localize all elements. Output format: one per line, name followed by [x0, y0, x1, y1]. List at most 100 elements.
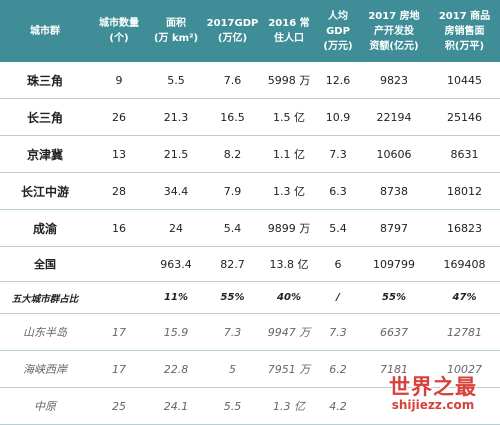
table-row: 成渝 16 24 5.4 9899 万 5.4 8797 16823 — [0, 209, 500, 247]
city-count: 16 — [90, 209, 148, 247]
gdp-value: 5.5 — [204, 387, 261, 425]
gdp-value: 82.7 — [204, 246, 261, 282]
header-per-capita-gdp: 人均 GDP (万元) — [317, 0, 359, 62]
investment-value: 109799 — [359, 246, 429, 282]
city-count: 17 — [90, 350, 148, 388]
header-city-cluster: 城市群 — [0, 0, 90, 62]
investment-value: 10606 — [359, 135, 429, 173]
city-count: 25 — [90, 387, 148, 425]
cluster-name: 山东半岛 — [0, 313, 90, 351]
cluster-name: 长江中游 — [0, 172, 90, 210]
header-area: 面积 (万 km²) — [148, 0, 204, 62]
investment-value: 22194 — [359, 98, 429, 136]
sales-area-value: 12781 — [429, 313, 500, 351]
header-population: 2016 常住人口 — [261, 0, 317, 62]
area-value: 5.5 — [148, 62, 204, 99]
sales-area-value: 8631 — [429, 135, 500, 173]
watermark-url: shijiezz.com — [391, 398, 475, 412]
per-capita-gdp-value: 6 — [317, 246, 359, 282]
per-capita-gdp-value: 6.2 — [317, 350, 359, 388]
table-row: 珠三角 9 5.5 7.6 5998 万 12.6 9823 10445 — [0, 62, 500, 99]
table-header-row: 城市群 城市数量 (个) 面积 (万 km²) 2017GDP (万亿) 2016 常… — [0, 0, 500, 62]
gdp-value: 5 — [204, 350, 261, 388]
area-value: 21.5 — [148, 135, 204, 173]
gdp-value: 8.2 — [204, 135, 261, 173]
cluster-name: 成渝 — [0, 209, 90, 247]
population-value: 1.5 亿 — [261, 98, 317, 136]
cluster-name: 京津冀 — [0, 135, 90, 173]
investment-value: 8738 — [359, 172, 429, 210]
per-capita-gdp-value: 6.3 — [317, 172, 359, 210]
watermark-title: 世界之最 — [389, 375, 477, 399]
gdp-value: 5.4 — [204, 209, 261, 247]
header-city-count: 城市数量 (个) — [90, 0, 148, 62]
investment-value: 55% — [359, 281, 429, 314]
national-total-row: 全国 963.4 82.7 13.8 亿 6 109799 169408 — [0, 246, 500, 282]
gdp-value: 7.3 — [204, 313, 261, 351]
population-value: 1.3 亿 — [261, 172, 317, 210]
per-capita-gdp-value: / — [317, 281, 359, 314]
investment-value: 7181 — [359, 350, 429, 388]
per-capita-gdp-value: 4.2 — [317, 387, 359, 425]
table-row: 长三角 26 21.3 16.5 1.5 亿 10.9 22194 25146 — [0, 98, 500, 136]
city-count: 26 — [90, 98, 148, 136]
population-value: 5998 万 — [261, 62, 317, 99]
area-value: 22.8 — [148, 350, 204, 388]
investment-value: 9823 — [359, 62, 429, 99]
table-row: 海峡西岸 17 22.8 5 7951 万 6.2 7181 10027 — [0, 350, 500, 388]
area-value: 34.4 — [148, 172, 204, 210]
per-capita-gdp-value: 10.9 — [317, 98, 359, 136]
cluster-name: 五大城市群占比 — [0, 281, 90, 314]
population-value: 1.1 亿 — [261, 135, 317, 173]
investment-value: 8797 — [359, 209, 429, 247]
per-capita-gdp-value: 12.6 — [317, 62, 359, 99]
sales-area-value: 25146 — [429, 98, 500, 136]
population-value: 13.8 亿 — [261, 246, 317, 282]
cluster-name: 海峡西岸 — [0, 350, 90, 388]
investment-value: 6637 — [359, 313, 429, 351]
city-count: 9 — [90, 62, 148, 99]
sales-area-value: 47% — [429, 281, 500, 314]
cluster-name: 长三角 — [0, 98, 90, 136]
sales-area-value: 10027 — [429, 350, 500, 388]
gdp-value: 55% — [204, 281, 261, 314]
city-count — [90, 246, 148, 282]
sales-area-value: 169408 — [429, 246, 500, 282]
table-row: 京津冀 13 21.5 8.2 1.1 亿 7.3 10606 8631 — [0, 135, 500, 173]
gdp-value: 7.6 — [204, 62, 261, 99]
city-count: 13 — [90, 135, 148, 173]
area-value: 24.1 — [148, 387, 204, 425]
gdp-value: 7.9 — [204, 172, 261, 210]
share-row: 五大城市群占比 11% 55% 40% / 55% 47% — [0, 281, 500, 314]
population-value: 7951 万 — [261, 350, 317, 388]
area-value: 963.4 — [148, 246, 204, 282]
per-capita-gdp-value: 7.3 — [317, 313, 359, 351]
header-gdp: 2017GDP (万亿) — [204, 0, 261, 62]
sales-area-value: 18012 — [429, 172, 500, 210]
area-value: 15.9 — [148, 313, 204, 351]
table-row: 山东半岛 17 15.9 7.3 9947 万 7.3 6637 12781 — [0, 313, 500, 351]
site-watermark: 世界之最 shijiezz.com — [370, 374, 496, 414]
city-count: 17 — [90, 313, 148, 351]
gdp-value: 16.5 — [204, 98, 261, 136]
city-count — [90, 281, 148, 314]
per-capita-gdp-value: 7.3 — [317, 135, 359, 173]
population-value: 40% — [261, 281, 317, 314]
sales-area-value: 10445 — [429, 62, 500, 99]
area-value: 24 — [148, 209, 204, 247]
sales-area-value: 16823 — [429, 209, 500, 247]
header-housing-sales-area: 2017 商品 房销售面 积(万平) — [429, 0, 500, 62]
population-value: 1.3 亿 — [261, 387, 317, 425]
area-value: 11% — [148, 281, 204, 314]
cluster-name: 中原 — [0, 387, 90, 425]
cluster-name: 全国 — [0, 246, 90, 282]
population-value: 9947 万 — [261, 313, 317, 351]
cluster-name: 珠三角 — [0, 62, 90, 99]
table-row: 长江中游 28 34.4 7.9 1.3 亿 6.3 8738 18012 — [0, 172, 500, 210]
area-value: 21.3 — [148, 98, 204, 136]
city-count: 28 — [90, 172, 148, 210]
header-real-estate-investment: 2017 房地 产开发投 资额(亿元) — [359, 0, 429, 62]
population-value: 9899 万 — [261, 209, 317, 247]
per-capita-gdp-value: 5.4 — [317, 209, 359, 247]
